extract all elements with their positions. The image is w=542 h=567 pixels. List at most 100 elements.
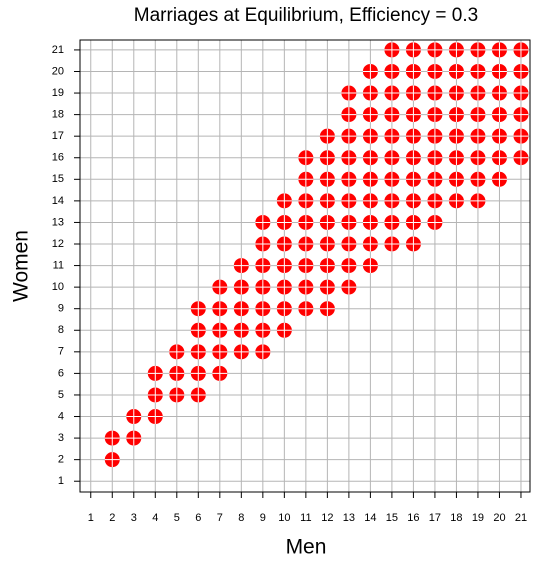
- point-cross: [255, 279, 271, 295]
- x-tick-label: 1: [88, 512, 94, 524]
- point-cross: [362, 236, 378, 252]
- x-tick-label: 6: [195, 512, 201, 524]
- point-cross: [448, 42, 464, 58]
- point-cross: [384, 42, 400, 58]
- y-tick-label: 20: [52, 65, 64, 77]
- y-tick-label: 19: [52, 87, 64, 99]
- x-tick-label: 9: [260, 512, 266, 524]
- point-cross: [276, 301, 292, 317]
- point-cross: [362, 63, 378, 79]
- point-cross: [470, 42, 486, 58]
- point-cross: [233, 301, 249, 317]
- point-cross: [233, 279, 249, 295]
- point-cross: [298, 279, 314, 295]
- point-cross: [319, 258, 335, 274]
- point-cross: [169, 344, 185, 360]
- point-cross: [405, 171, 421, 187]
- point-cross: [147, 365, 163, 381]
- point-cross: [298, 301, 314, 317]
- y-tick-label: 18: [52, 109, 64, 121]
- point-cross: [427, 171, 443, 187]
- point-cross: [319, 279, 335, 295]
- y-tick-label: 5: [58, 389, 64, 401]
- point-cross: [405, 107, 421, 123]
- y-tick-label: 14: [52, 195, 64, 207]
- point-cross: [147, 387, 163, 403]
- point-cross: [126, 430, 142, 446]
- point-cross: [491, 128, 507, 144]
- point-cross: [362, 193, 378, 209]
- point-cross: [319, 171, 335, 187]
- x-tick-label: 21: [515, 512, 527, 524]
- point-cross: [384, 236, 400, 252]
- point-cross: [362, 85, 378, 101]
- point-cross: [341, 236, 357, 252]
- x-tick-label: 5: [174, 512, 180, 524]
- point-cross: [169, 387, 185, 403]
- point-cross: [448, 85, 464, 101]
- point-cross: [298, 214, 314, 230]
- point-cross: [491, 150, 507, 166]
- point-cross: [298, 193, 314, 209]
- point-cross: [448, 171, 464, 187]
- x-tick-label: 20: [493, 512, 505, 524]
- point-cross: [362, 171, 378, 187]
- x-tick-label: 18: [450, 512, 462, 524]
- y-tick-label: 3: [58, 432, 64, 444]
- point-cross: [513, 150, 529, 166]
- point-cross: [405, 128, 421, 144]
- x-tick-label: 10: [278, 512, 290, 524]
- x-tick-label: 19: [472, 512, 484, 524]
- point-cross: [319, 236, 335, 252]
- point-cross: [341, 85, 357, 101]
- x-tick-label: 7: [217, 512, 223, 524]
- point-cross: [276, 279, 292, 295]
- y-tick-label: 12: [52, 238, 64, 250]
- x-tick-label: 16: [407, 512, 419, 524]
- point-cross: [255, 258, 271, 274]
- x-tick-label: 11: [300, 512, 311, 524]
- point-cross: [255, 301, 271, 317]
- y-tick-label: 17: [52, 130, 64, 142]
- point-cross: [212, 301, 228, 317]
- x-axis-label: Men: [286, 536, 327, 559]
- point-cross: [341, 107, 357, 123]
- y-tick-label: 7: [58, 346, 64, 358]
- point-cross: [470, 107, 486, 123]
- point-cross: [341, 193, 357, 209]
- point-cross: [319, 193, 335, 209]
- point-cross: [212, 322, 228, 338]
- point-cross: [298, 236, 314, 252]
- point-cross: [470, 128, 486, 144]
- point-cross: [255, 214, 271, 230]
- point-cross: [362, 258, 378, 274]
- point-cross: [427, 63, 443, 79]
- x-tick-label: 8: [238, 512, 244, 524]
- point-cross: [169, 365, 185, 381]
- point-cross: [190, 322, 206, 338]
- point-cross: [298, 258, 314, 274]
- y-tick-label: 4: [58, 410, 64, 422]
- point-cross: [384, 214, 400, 230]
- point-cross: [470, 63, 486, 79]
- y-tick-label: 21: [52, 44, 64, 56]
- point-cross: [513, 42, 529, 58]
- point-cross: [341, 214, 357, 230]
- point-cross: [319, 214, 335, 230]
- chart-title: Marriages at Equilibrium, Efficiency = 0…: [134, 5, 478, 26]
- x-tick-label: 3: [131, 512, 137, 524]
- point-cross: [405, 63, 421, 79]
- x-tick-label: 13: [343, 512, 355, 524]
- point-cross: [276, 322, 292, 338]
- point-cross: [341, 171, 357, 187]
- point-cross: [448, 107, 464, 123]
- point-cross: [384, 150, 400, 166]
- point-cross: [491, 85, 507, 101]
- point-cross: [212, 344, 228, 360]
- point-cross: [190, 301, 206, 317]
- point-cross: [427, 107, 443, 123]
- point-cross: [491, 107, 507, 123]
- point-cross: [319, 128, 335, 144]
- point-cross: [341, 150, 357, 166]
